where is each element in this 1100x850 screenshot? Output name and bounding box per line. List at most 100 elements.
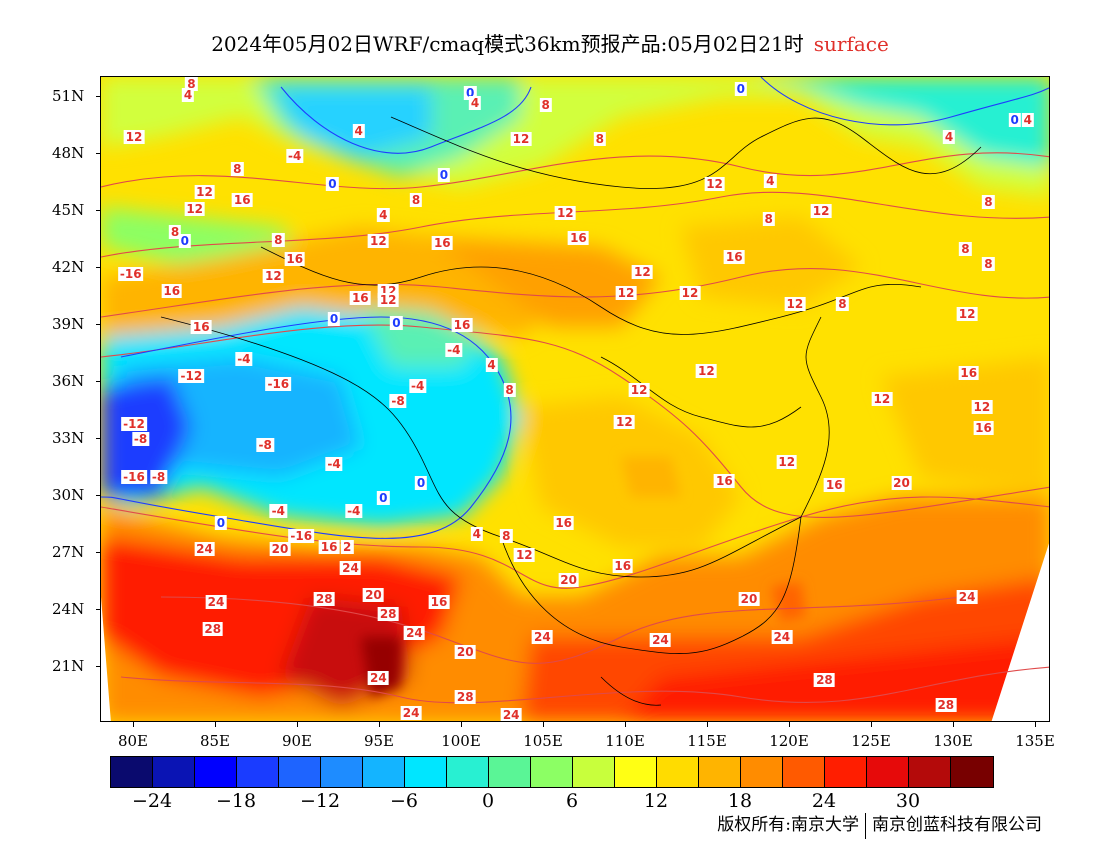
contour-label: 20: [269, 542, 291, 557]
contour-label: 16: [161, 283, 183, 298]
contour-label: 16: [428, 595, 450, 610]
contour-label: 16: [958, 365, 980, 380]
colorbar-label: −12: [299, 790, 341, 812]
lon-tick-label: 105E: [523, 732, 563, 750]
warm-spot-taiwan: [771, 582, 806, 622]
boundary-line: [600, 676, 662, 706]
contour-label: 0: [178, 234, 192, 249]
contour-label: 24: [404, 625, 425, 640]
contour-label: -4: [345, 504, 363, 519]
cold-core-mongolia: [271, 87, 431, 157]
boundary-line: [160, 316, 802, 578]
colorbar-cell: [321, 757, 363, 787]
contour-label: 28: [454, 690, 476, 705]
cold-region-northeast: [751, 77, 1049, 167]
lon-tick-label: 115E: [687, 732, 727, 750]
copyright-separator: [865, 812, 866, 839]
lat-tick-mark: [96, 666, 100, 667]
contour-label: 12: [615, 285, 637, 300]
contour-label: 0: [437, 167, 451, 182]
contour-label: 0: [414, 475, 428, 490]
contour-label: 28: [935, 698, 957, 712]
lat-tick-label: 33N: [52, 429, 85, 447]
map-title: 2024年05月02日WRF/cmaq模式36km预报产品:05月02日21时 s…: [0, 28, 1100, 57]
copyright-left: 版权所有:南京大学: [717, 815, 859, 835]
lon-tick-mark: [543, 722, 544, 727]
contour-label: 24: [650, 633, 671, 648]
contour-label: 12: [513, 547, 535, 562]
warm-region-ocean: [881, 357, 1049, 497]
copyright: 版权所有:南京大学 南京创蓝科技有限公司: [717, 810, 1042, 839]
contour-label: 24: [500, 707, 522, 722]
contour-label: 12: [510, 131, 532, 146]
lat-tick-mark: [96, 552, 100, 553]
contour-label: 0: [377, 490, 390, 505]
lat-tick-label: 51N: [52, 87, 85, 105]
contour-label: 0: [327, 312, 341, 327]
contour-label: -4: [235, 352, 253, 367]
lon-tick-label: 130E: [933, 732, 973, 750]
contour-label: -4: [269, 504, 287, 519]
contour-label: 24: [956, 589, 978, 604]
colorbar-label: 30: [895, 790, 921, 812]
lon-tick-label: 110E: [605, 732, 645, 750]
map-panel: 8 4 0 4 8 0 12 4 12 8 0 4 4 -4 8 0 0 12 4 12 8 4 12 16 12 8 12 8 8 0 8…: [100, 76, 1050, 722]
lat-tick-label: 21N: [52, 657, 85, 675]
colorbar-cell: [195, 757, 237, 787]
contour-label: 12: [871, 392, 893, 407]
contour-line: [101, 267, 1049, 318]
contour-label: 12: [263, 268, 284, 283]
colorbar-cell: [363, 757, 405, 787]
contour-line: [120, 666, 1049, 704]
contour-label: -8: [149, 470, 168, 484]
contour-label: -16: [117, 266, 144, 281]
lon-tick-mark: [215, 722, 216, 727]
contour-label: 12: [704, 177, 725, 192]
lat-tick-label: 42N: [52, 258, 85, 276]
lat-tick-mark: [96, 210, 100, 211]
contour-label: 16: [823, 477, 845, 492]
lon-tick-label: 85E: [199, 732, 231, 750]
contour-label: 8: [762, 211, 775, 226]
lat-tick-mark: [96, 495, 100, 496]
contour-label: 0: [734, 82, 747, 97]
colorbar-cell: [825, 757, 867, 787]
contour-label: 12: [784, 297, 806, 312]
contour-label: 12: [956, 306, 978, 321]
lon-tick-mark: [871, 722, 872, 727]
colorbar-label: 24: [811, 790, 837, 812]
contour-label: 24: [368, 671, 389, 686]
map-title-field: surface: [813, 32, 889, 56]
contour-label: -4: [445, 342, 463, 357]
warm-core-inner: [431, 237, 661, 327]
lon-tick-mark: [379, 722, 380, 727]
colorbar-cell: [909, 757, 951, 787]
contour-label: 0: [390, 316, 403, 331]
boundary-line: [390, 116, 982, 189]
contour-label: -4: [286, 148, 304, 163]
contour-label: 4: [352, 124, 365, 139]
contour-label: 12: [632, 264, 653, 279]
lon-tick-mark: [707, 722, 708, 727]
contour-label: 24: [340, 561, 361, 576]
contour-label: 12: [184, 202, 206, 217]
contour-label: 0: [326, 177, 339, 192]
contour-label: 28: [313, 591, 335, 606]
colorbar-cell: [783, 757, 825, 787]
contour-label: 24: [194, 542, 215, 557]
warm-core-northeast: [681, 217, 861, 307]
contour-label: 8: [185, 76, 198, 91]
colorbar-label: −18: [215, 790, 257, 812]
contour-label: 8: [982, 257, 995, 272]
lon-tick-mark: [1035, 722, 1036, 727]
contour-label: 4: [1021, 112, 1034, 127]
lon-tick-mark: [789, 722, 790, 727]
lat-tick-label: 30N: [52, 486, 85, 504]
contour-label: 24: [532, 629, 553, 644]
contour-label: 4: [470, 527, 483, 541]
contour-label: 16: [231, 192, 253, 207]
lat-tick-mark: [96, 438, 100, 439]
contour-label: 16: [451, 318, 473, 332]
lat-tick-label: 24N: [52, 600, 85, 618]
map-title-main: 2024年05月02日WRF/cmaq模式36km预报产品:05月02日21时: [211, 32, 804, 56]
